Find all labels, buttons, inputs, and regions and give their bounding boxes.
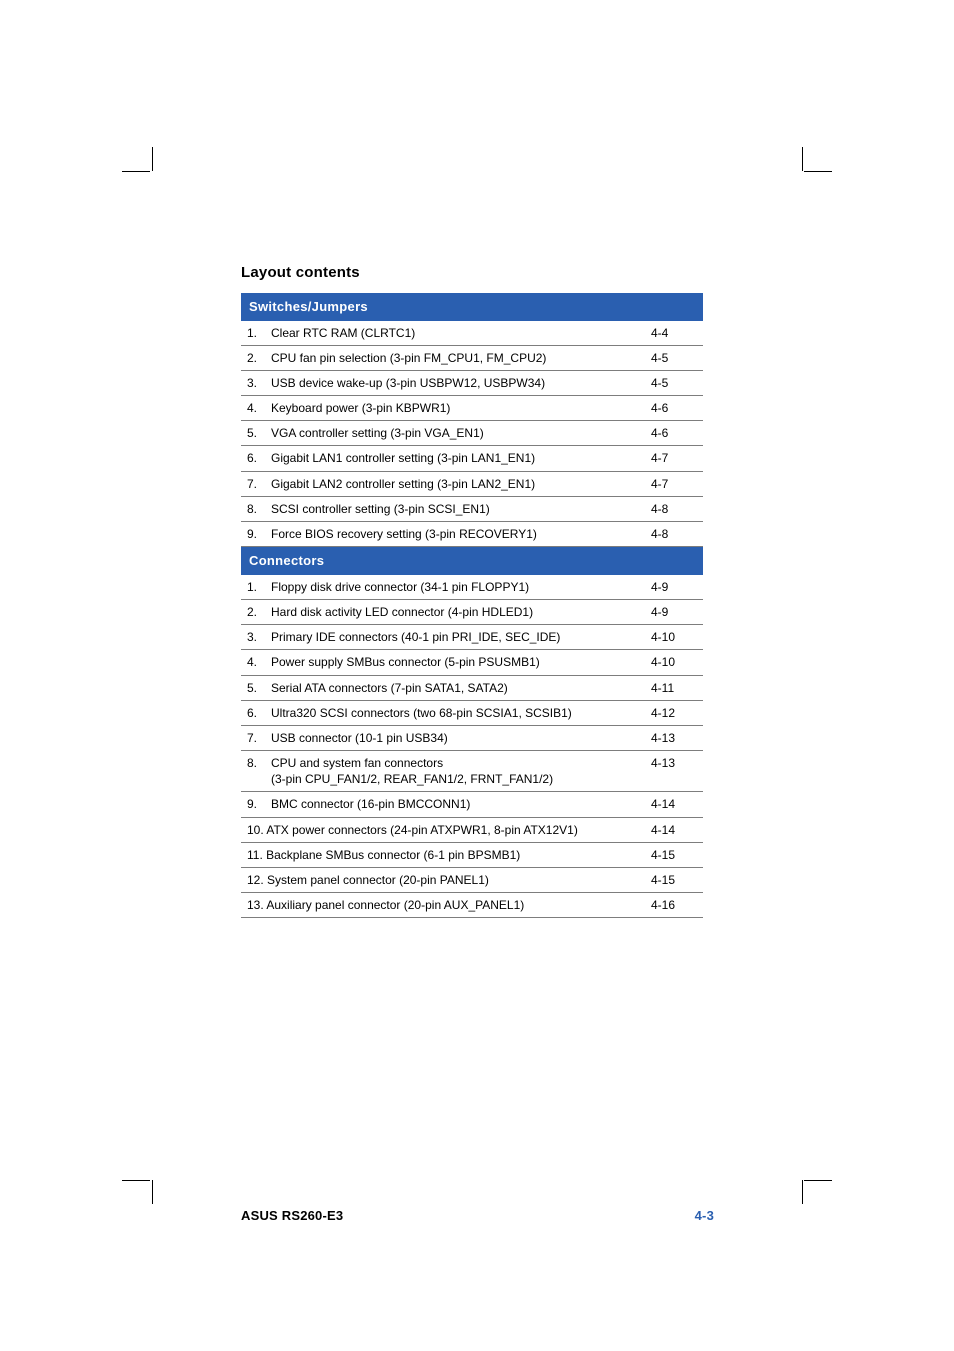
- row-number: 2.: [241, 345, 265, 370]
- table-row: 7.USB connector (10-1 pin USB34)4-13: [241, 725, 703, 750]
- row-page: 4-15: [645, 868, 703, 893]
- row-description: CPU fan pin selection (3-pin FM_CPU1, FM…: [265, 345, 645, 370]
- row-number: 3.: [241, 370, 265, 395]
- row-number: 5.: [241, 421, 265, 446]
- row-description: USB connector (10-1 pin USB34): [265, 725, 645, 750]
- section-title: Layout contents: [241, 264, 714, 281]
- row-number: 6.: [241, 700, 265, 725]
- row-number: 7.: [241, 471, 265, 496]
- row-description: CPU and system fan connectors(3-pin CPU_…: [265, 751, 645, 792]
- row-page: 4-9: [645, 575, 703, 600]
- row-description: 10. ATX power connectors (24-pin ATXPWR1…: [241, 817, 645, 842]
- row-description: Floppy disk drive connector (34-1 pin FL…: [265, 575, 645, 600]
- row-number: 5.: [241, 675, 265, 700]
- row-page: 4-7: [645, 471, 703, 496]
- row-page: 4-13: [645, 751, 703, 792]
- row-number: 1.: [241, 575, 265, 600]
- page-footer: ASUS RS260-E3 4-3: [241, 1208, 714, 1223]
- table-row: 5.Serial ATA connectors (7-pin SATA1, SA…: [241, 675, 703, 700]
- row-page: 4-14: [645, 792, 703, 817]
- footer-page-number: 4-3: [695, 1208, 714, 1223]
- table-row: 8.CPU and system fan connectors(3-pin CP…: [241, 751, 703, 792]
- table-row: 3.USB device wake-up (3-pin USBPW12, USB…: [241, 370, 703, 395]
- table-row: 10. ATX power connectors (24-pin ATXPWR1…: [241, 817, 703, 842]
- row-page: 4-8: [645, 522, 703, 547]
- row-description: USB device wake-up (3-pin USBPW12, USBPW…: [265, 370, 645, 395]
- row-description: Power supply SMBus connector (5-pin PSUS…: [265, 650, 645, 675]
- table-row: 5.VGA controller setting (3-pin VGA_EN1)…: [241, 421, 703, 446]
- row-page: 4-16: [645, 893, 703, 918]
- row-page: 4-4: [645, 321, 703, 346]
- table-row: 12. System panel connector (20-pin PANEL…: [241, 868, 703, 893]
- row-page: 4-5: [645, 370, 703, 395]
- row-page: 4-6: [645, 396, 703, 421]
- table-section-header-label: Switches/Jumpers: [241, 293, 703, 321]
- table-row: 9.Force BIOS recovery setting (3-pin REC…: [241, 522, 703, 547]
- table-row: 6.Ultra320 SCSI connectors (two 68-pin S…: [241, 700, 703, 725]
- crop-mark-icon: [798, 1168, 826, 1196]
- table-row: 9.BMC connector (16-pin BMCCONN1)4-14: [241, 792, 703, 817]
- row-page: 4-14: [645, 817, 703, 842]
- table-row: 1.Floppy disk drive connector (34-1 pin …: [241, 575, 703, 600]
- row-page: 4-12: [645, 700, 703, 725]
- row-page: 4-6: [645, 421, 703, 446]
- table-row: 11. Backplane SMBus connector (6-1 pin B…: [241, 842, 703, 867]
- footer-product: ASUS RS260-E3: [241, 1208, 343, 1223]
- row-description: VGA controller setting (3-pin VGA_EN1): [265, 421, 645, 446]
- row-description: Gigabit LAN1 controller setting (3-pin L…: [265, 446, 645, 471]
- table-section-header: Connectors: [241, 547, 703, 575]
- row-page: 4-7: [645, 446, 703, 471]
- row-description: Primary IDE connectors (40-1 pin PRI_IDE…: [265, 625, 645, 650]
- row-description: Serial ATA connectors (7-pin SATA1, SATA…: [265, 675, 645, 700]
- row-page: 4-5: [645, 345, 703, 370]
- row-number: 8.: [241, 496, 265, 521]
- row-number: 7.: [241, 725, 265, 750]
- row-page: 4-8: [645, 496, 703, 521]
- row-description: Gigabit LAN2 controller setting (3-pin L…: [265, 471, 645, 496]
- crop-mark-icon: [128, 155, 156, 183]
- row-page: 4-9: [645, 599, 703, 624]
- row-number: 3.: [241, 625, 265, 650]
- table-section-header-label: Connectors: [241, 547, 703, 575]
- row-description: SCSI controller setting (3-pin SCSI_EN1): [265, 496, 645, 521]
- row-number: 4.: [241, 650, 265, 675]
- table-section-header: Switches/Jumpers: [241, 293, 703, 321]
- row-number: 9.: [241, 522, 265, 547]
- table-row: 3.Primary IDE connectors (40-1 pin PRI_I…: [241, 625, 703, 650]
- row-number: 1.: [241, 321, 265, 346]
- crop-mark-icon: [798, 155, 826, 183]
- row-description: 12. System panel connector (20-pin PANEL…: [241, 868, 645, 893]
- table-row: 2.Hard disk activity LED connector (4-pi…: [241, 599, 703, 624]
- row-number: 9.: [241, 792, 265, 817]
- row-description: BMC connector (16-pin BMCCONN1): [265, 792, 645, 817]
- table-row: 2.CPU fan pin selection (3-pin FM_CPU1, …: [241, 345, 703, 370]
- table-row: 8.SCSI controller setting (3-pin SCSI_EN…: [241, 496, 703, 521]
- row-description: Ultra320 SCSI connectors (two 68-pin SCS…: [265, 700, 645, 725]
- row-description: Hard disk activity LED connector (4-pin …: [265, 599, 645, 624]
- row-description: Force BIOS recovery setting (3-pin RECOV…: [265, 522, 645, 547]
- table-row: 13. Auxiliary panel connector (20-pin AU…: [241, 893, 703, 918]
- row-number: 8.: [241, 751, 265, 792]
- row-page: 4-10: [645, 625, 703, 650]
- row-description: 13. Auxiliary panel connector (20-pin AU…: [241, 893, 645, 918]
- table-row: 4.Keyboard power (3-pin KBPWR1)4-6: [241, 396, 703, 421]
- table-row: 1.Clear RTC RAM (CLRTC1)4-4: [241, 321, 703, 346]
- row-page: 4-15: [645, 842, 703, 867]
- row-page: 4-13: [645, 725, 703, 750]
- table-row: 7.Gigabit LAN2 controller setting (3-pin…: [241, 471, 703, 496]
- row-number: 2.: [241, 599, 265, 624]
- row-description: Clear RTC RAM (CLRTC1): [265, 321, 645, 346]
- crop-mark-icon: [128, 1168, 156, 1196]
- row-number: 6.: [241, 446, 265, 471]
- table-row: 4.Power supply SMBus connector (5-pin PS…: [241, 650, 703, 675]
- row-description: 11. Backplane SMBus connector (6-1 pin B…: [241, 842, 645, 867]
- table-row: 6.Gigabit LAN1 controller setting (3-pin…: [241, 446, 703, 471]
- row-description: Keyboard power (3-pin KBPWR1): [265, 396, 645, 421]
- row-page: 4-10: [645, 650, 703, 675]
- row-number: 4.: [241, 396, 265, 421]
- row-page: 4-11: [645, 675, 703, 700]
- layout-contents-table: Switches/Jumpers1.Clear RTC RAM (CLRTC1)…: [241, 293, 703, 918]
- page: Layout contents Switches/Jumpers1.Clear …: [0, 0, 954, 1351]
